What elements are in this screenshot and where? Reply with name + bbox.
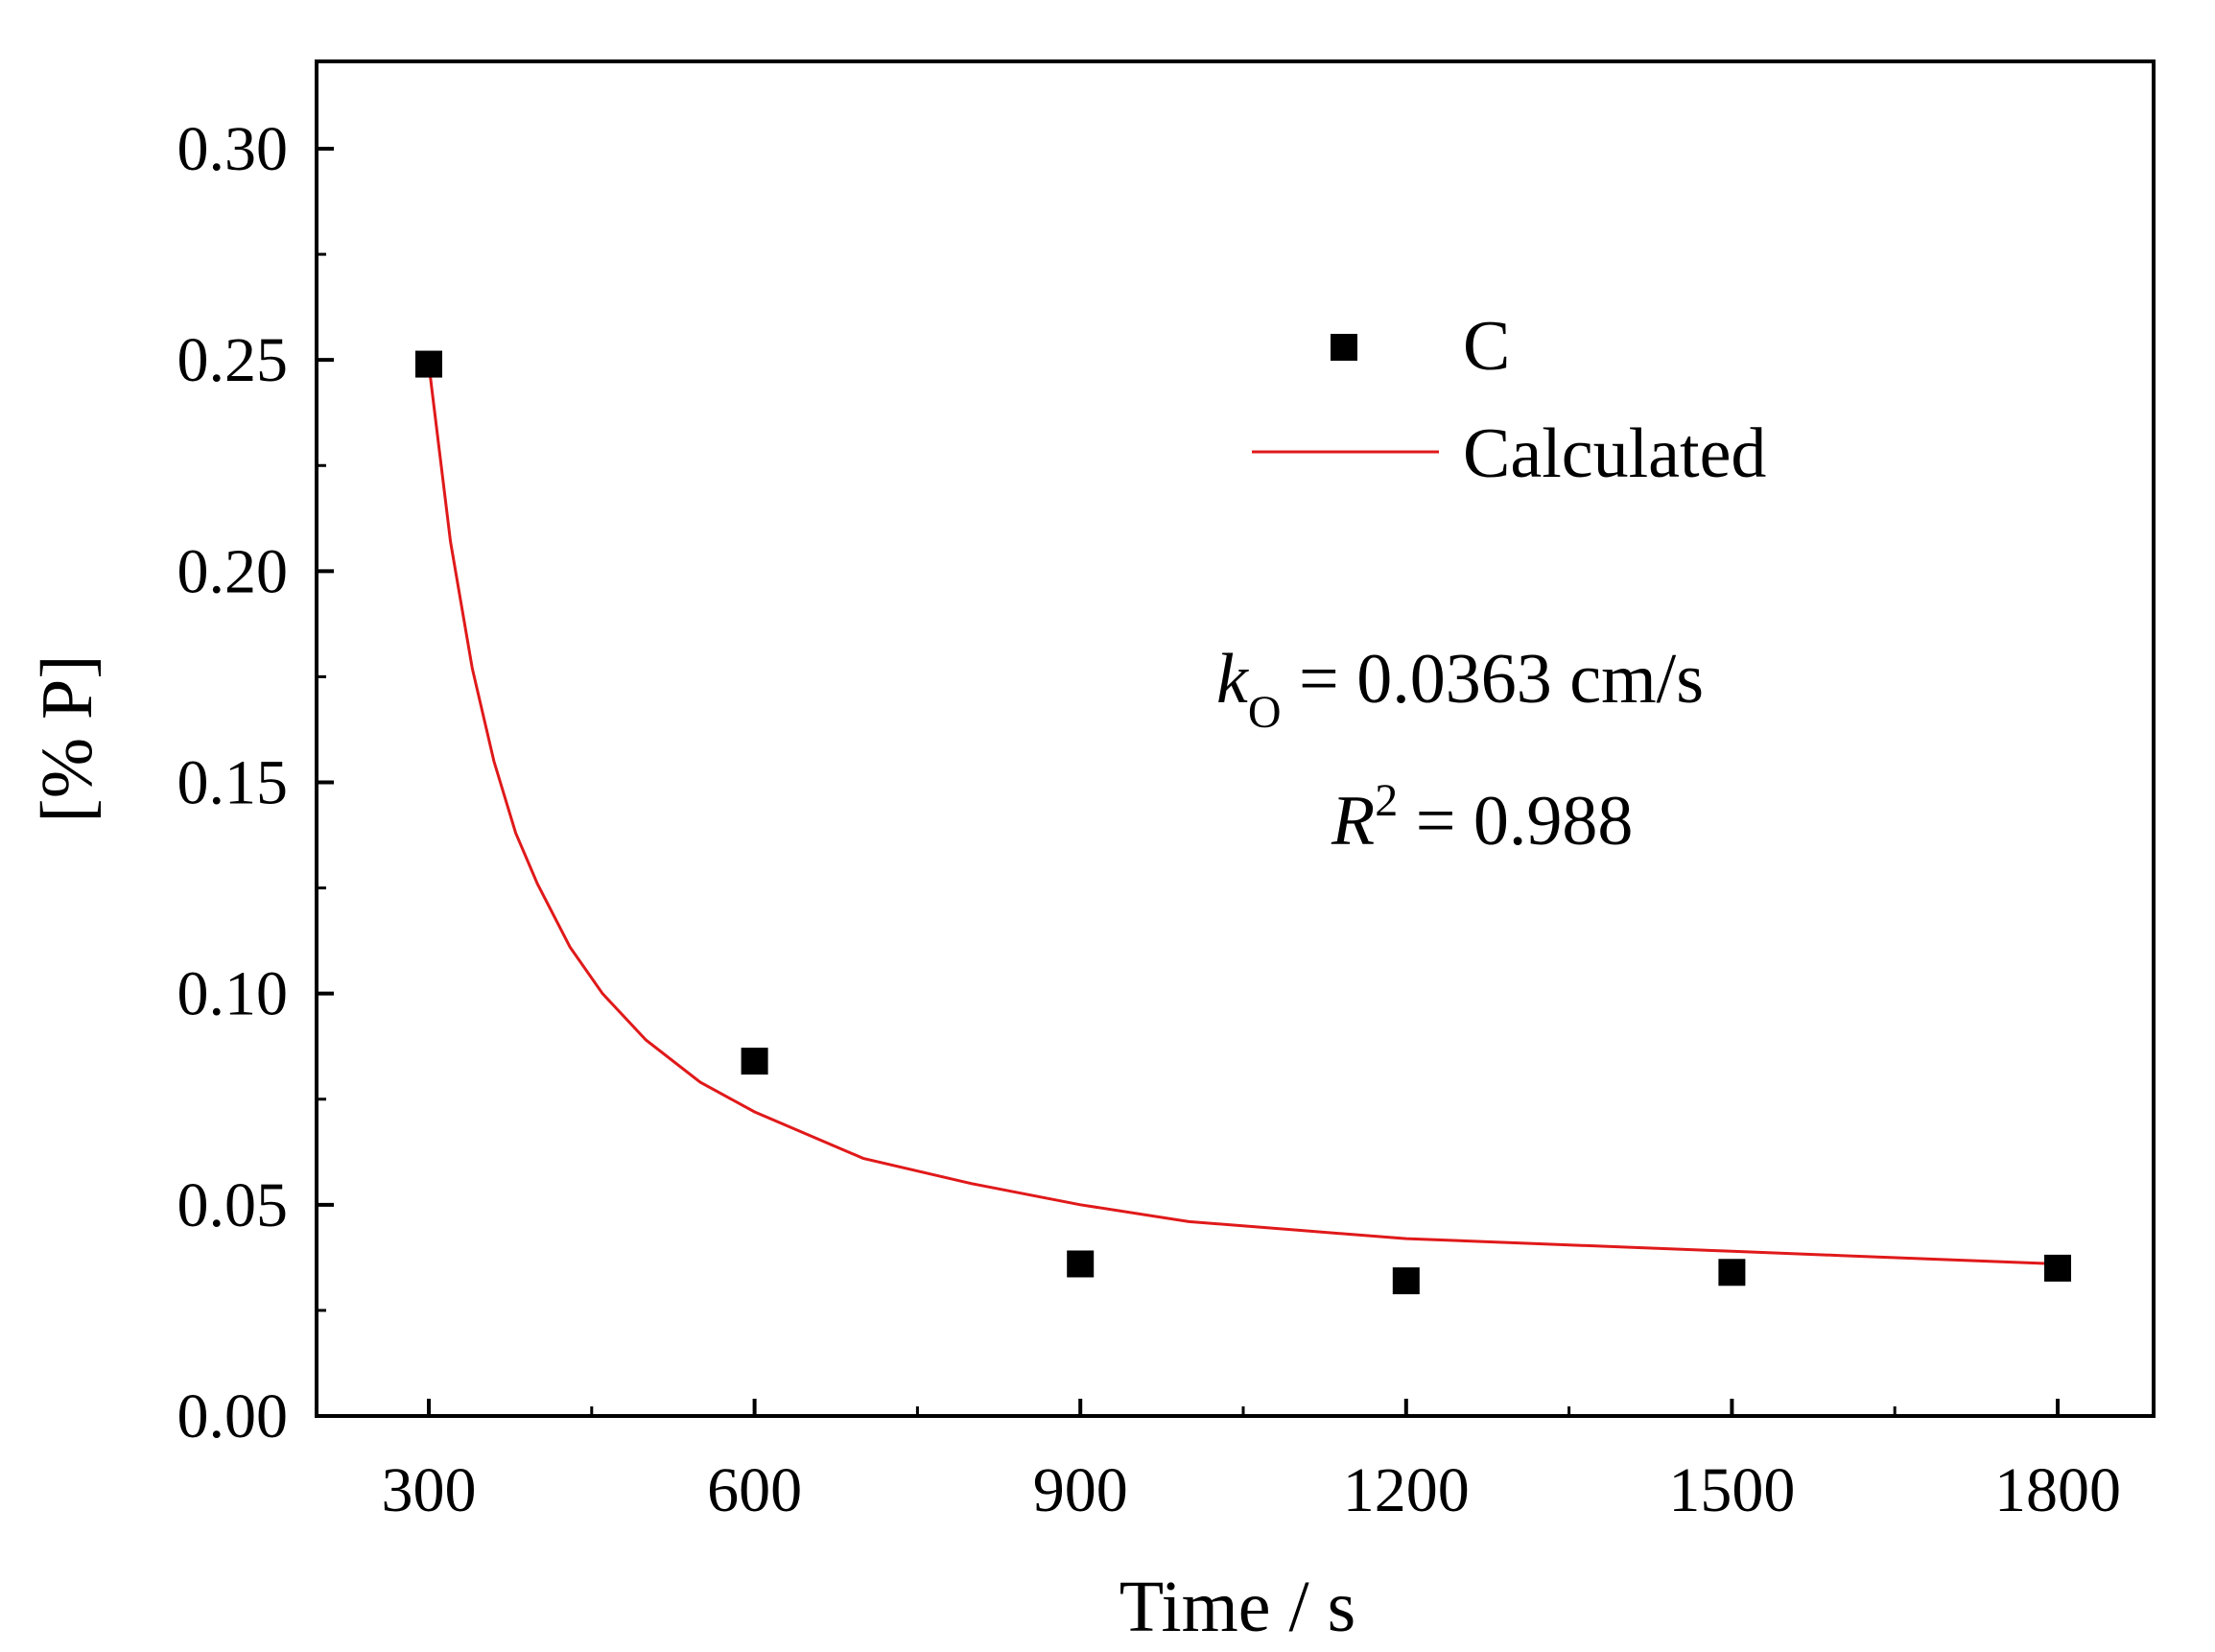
legend: C Calculated — [1252, 307, 1766, 493]
x-axis-ticks: 300 600 900 1200 1500 1800 — [382, 1399, 2121, 1525]
legend-label-calculated: Calculated — [1463, 414, 1766, 493]
y-axis-ticks: 0.00 0.05 0.10 0.15 0.20 0.25 0.30 — [177, 114, 334, 1451]
fit-annotation: kO = 0.0363 cm/s R2 = 0.988 — [1216, 640, 1704, 861]
y-tick-label: 0.20 — [177, 536, 289, 606]
plot-frame — [315, 59, 2156, 1418]
x-tick-label: 900 — [1033, 1455, 1128, 1525]
r2-value: = 0.988 — [1398, 782, 1633, 861]
y-tick-label: 0.15 — [177, 748, 289, 818]
r2-annotation: R2 = 0.988 — [1331, 775, 1633, 861]
y-tick-label: 0.10 — [177, 959, 289, 1029]
series-calculated-line — [427, 364, 2059, 1265]
data-point-c — [2044, 1254, 2071, 1282]
data-point-c — [1718, 1259, 1746, 1286]
x-tick-label: 300 — [382, 1455, 477, 1525]
x-tick-label: 1800 — [1994, 1455, 2121, 1525]
y-tick-label: 0.00 — [177, 1381, 289, 1451]
legend-marker-c — [1331, 334, 1357, 361]
r2-symbol: R — [1331, 782, 1375, 861]
data-point-c — [1067, 1250, 1095, 1278]
x-tick-label: 1200 — [1343, 1455, 1470, 1525]
x-tick-label: 600 — [707, 1455, 802, 1525]
k-value: = 0.0363 cm/s — [1282, 640, 1705, 719]
y-tick-label: 0.05 — [177, 1170, 289, 1240]
data-point-c — [741, 1048, 768, 1075]
k-subscript: O — [1248, 687, 1282, 738]
plot-marks — [415, 350, 2071, 1295]
x-axis-title: Time / s — [1119, 1567, 1355, 1647]
y-tick-label: 0.25 — [177, 325, 289, 395]
y-tick-label: 0.30 — [177, 114, 289, 184]
data-point-c — [1392, 1267, 1420, 1295]
legend-label-c: C — [1463, 307, 1510, 386]
r2-superscript: 2 — [1375, 775, 1398, 826]
data-point-c — [415, 350, 442, 378]
k-value-annotation: kO = 0.0363 cm/s — [1216, 640, 1704, 738]
k-symbol: k — [1216, 640, 1249, 719]
y-axis-title: [% P] — [27, 654, 107, 822]
x-tick-label: 1500 — [1668, 1455, 1795, 1525]
